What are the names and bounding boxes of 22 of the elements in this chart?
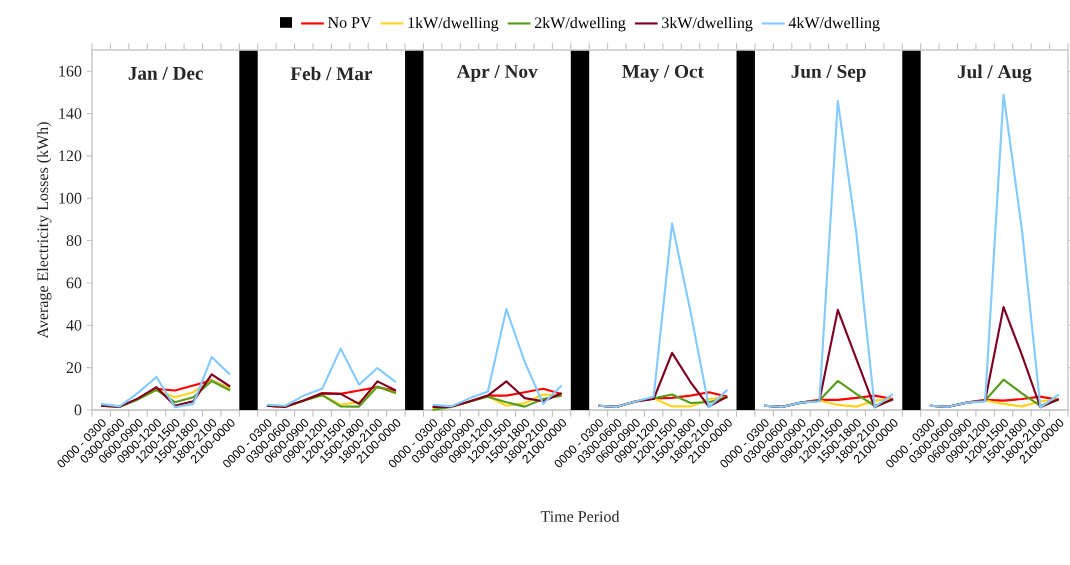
legend-label: No PV — [328, 17, 372, 28]
annotation: Apr / Nov — [456, 65, 538, 82]
annotation: Jan / Dec — [128, 66, 204, 80]
y-tick-label: 60 — [66, 277, 82, 289]
y-tick-label: 0 — [74, 404, 82, 416]
annotation: Jul / Aug — [957, 64, 1032, 83]
annotation: Jun / Sep — [791, 65, 866, 82]
y-tick-label: 160 — [59, 65, 82, 77]
y-tick-label: 100 — [59, 192, 82, 204]
y-tick-label: 40 — [66, 319, 82, 331]
y-axis-title: Average Electricity Losses (kWh) — [36, 122, 52, 339]
x-axis-title: Time Period — [540, 510, 620, 522]
y-tick-label: 140 — [59, 108, 82, 119]
legend-label: 3kW/dwelling — [662, 16, 753, 32]
annotation: May / Oct — [622, 64, 704, 82]
legend-label: 2kW/dwelling — [534, 16, 626, 32]
y-tick-label: 20 — [66, 362, 82, 374]
legend-label: 4kW/dwelling — [788, 16, 880, 32]
annotation: Feb / Mar — [290, 66, 373, 81]
y-tick-label: 80 — [66, 235, 82, 246]
y-tick-label: 120 — [59, 150, 82, 162]
legend-label: 1kW/dwelling — [408, 16, 499, 32]
